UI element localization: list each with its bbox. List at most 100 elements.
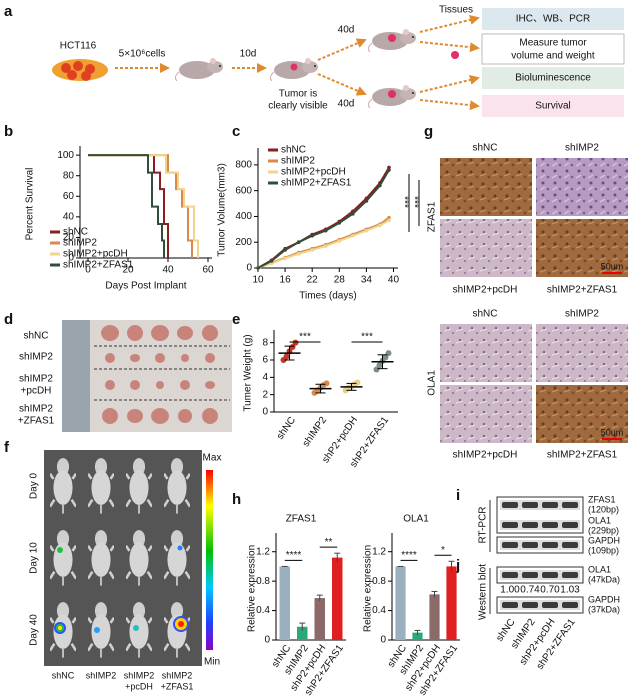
panel-label: b: [4, 123, 13, 140]
tumor: [205, 381, 215, 389]
significance-label: ***: [408, 196, 419, 208]
chart-title: OLA1: [403, 514, 429, 525]
tumor: [105, 353, 115, 363]
assay-label: Measure tumor: [519, 38, 587, 49]
assay-box: [481, 33, 625, 65]
cell: [81, 71, 91, 81]
ihc-image: [536, 385, 628, 443]
column-label: shNC: [472, 309, 497, 320]
arrow: [317, 73, 367, 96]
x-tick-label: 40: [388, 275, 400, 286]
point: [387, 168, 391, 172]
significance-label: ***: [361, 332, 373, 343]
data-point: [292, 339, 299, 346]
band-size: (120bp): [588, 504, 619, 514]
injection-label: 5×10⁶cells: [119, 49, 166, 60]
x-axis-label: Days Post Implant: [105, 281, 186, 292]
column-label: shIMP2+ZFAS1: [547, 285, 618, 296]
y-tick-label: 200: [235, 237, 252, 248]
y-tick-label: 0.8: [372, 576, 386, 587]
x-tick-label: 10: [252, 275, 264, 286]
tumor: [202, 408, 218, 424]
group-label: shIMP2: [124, 670, 155, 680]
tumors: [101, 325, 218, 424]
tumor: [181, 354, 189, 362]
band-label: GAPDH: [588, 594, 620, 604]
significance-label: ***: [398, 196, 409, 208]
method-label: Western blot: [478, 564, 489, 620]
bar: [429, 594, 440, 640]
y-tick-label: 0: [380, 635, 386, 646]
legend-label: shIMP2+ZFAS1: [63, 260, 134, 271]
quantification: 0.70: [540, 585, 560, 596]
x-tick-label: shNC: [275, 415, 298, 442]
tumor: [155, 353, 165, 363]
y-axis-label: Tumor Volume(mm3): [217, 163, 228, 257]
survival-curve: [88, 154, 193, 258]
y-tick-label: 2: [262, 389, 268, 400]
assay-label: volume and weight: [511, 51, 595, 62]
blot-frame: [496, 566, 584, 584]
panel-label: g: [424, 123, 433, 140]
x-tick-label: 0: [85, 265, 91, 276]
band-size: (229bp): [588, 525, 619, 535]
panel-label: h: [232, 491, 241, 508]
panel-label: a: [4, 3, 13, 20]
scale-max: Max: [203, 453, 222, 464]
arrow: [419, 99, 480, 111]
group-label: shIMP2: [86, 670, 117, 680]
y-tick-label: 0: [262, 407, 268, 418]
band-label: GAPDH: [588, 535, 620, 545]
legend-label: shNC: [63, 227, 88, 238]
cell: [67, 70, 77, 80]
tumor: [202, 325, 218, 341]
y-tick-label: 0.8: [256, 576, 270, 587]
group-label: shIMP2: [19, 404, 53, 415]
bar: [314, 598, 325, 640]
y-tick-label: 4: [262, 372, 268, 383]
survival-curve: [88, 154, 169, 258]
signal: [94, 627, 100, 633]
band-label: OLA1: [588, 564, 611, 574]
y-axis-label: Relative expression: [363, 545, 374, 632]
point: [337, 221, 342, 225]
group-label: +pcDH: [21, 386, 52, 397]
column-label: shIMP2+pcDH: [453, 450, 518, 461]
assay-label: Bioluminescence: [515, 73, 591, 84]
group-label: shIMP2: [162, 670, 193, 680]
legend-label: shNC: [281, 145, 306, 156]
survival-curve: [88, 154, 199, 258]
quantification: 1.00: [500, 585, 520, 596]
panel-label: j: [455, 557, 460, 574]
tumor: [180, 380, 190, 390]
scale-min: Min: [204, 657, 220, 668]
y-axis-label: Percent Survival: [25, 168, 36, 241]
bar: [332, 557, 343, 640]
y-tick-label: 1.2: [256, 546, 270, 557]
x-axis-label: Times (days): [299, 291, 356, 302]
arrow: [419, 15, 480, 33]
legend-label: shIMP2+pcDH: [281, 167, 346, 178]
point: [351, 233, 355, 238]
tumor: [130, 380, 140, 390]
x-tick-label: 34: [361, 275, 373, 286]
tumor: [151, 408, 169, 424]
interval-label: 40d: [338, 99, 355, 110]
gel-row: [500, 500, 580, 510]
scale-bar-label: 50um: [601, 261, 624, 271]
point: [269, 261, 274, 266]
assay-box: [482, 8, 624, 30]
point: [310, 233, 314, 238]
group-label: +pcDH: [125, 681, 153, 691]
bar: [297, 626, 308, 640]
point: [283, 248, 287, 252]
gel-frame: [496, 536, 584, 554]
point: [337, 239, 342, 243]
tumor: [127, 409, 143, 423]
bar: [446, 566, 457, 640]
group-label: shIMP2: [19, 374, 53, 385]
tumor: [101, 325, 119, 341]
chart-title: ZFAS1: [286, 514, 317, 525]
point: [310, 248, 314, 252]
